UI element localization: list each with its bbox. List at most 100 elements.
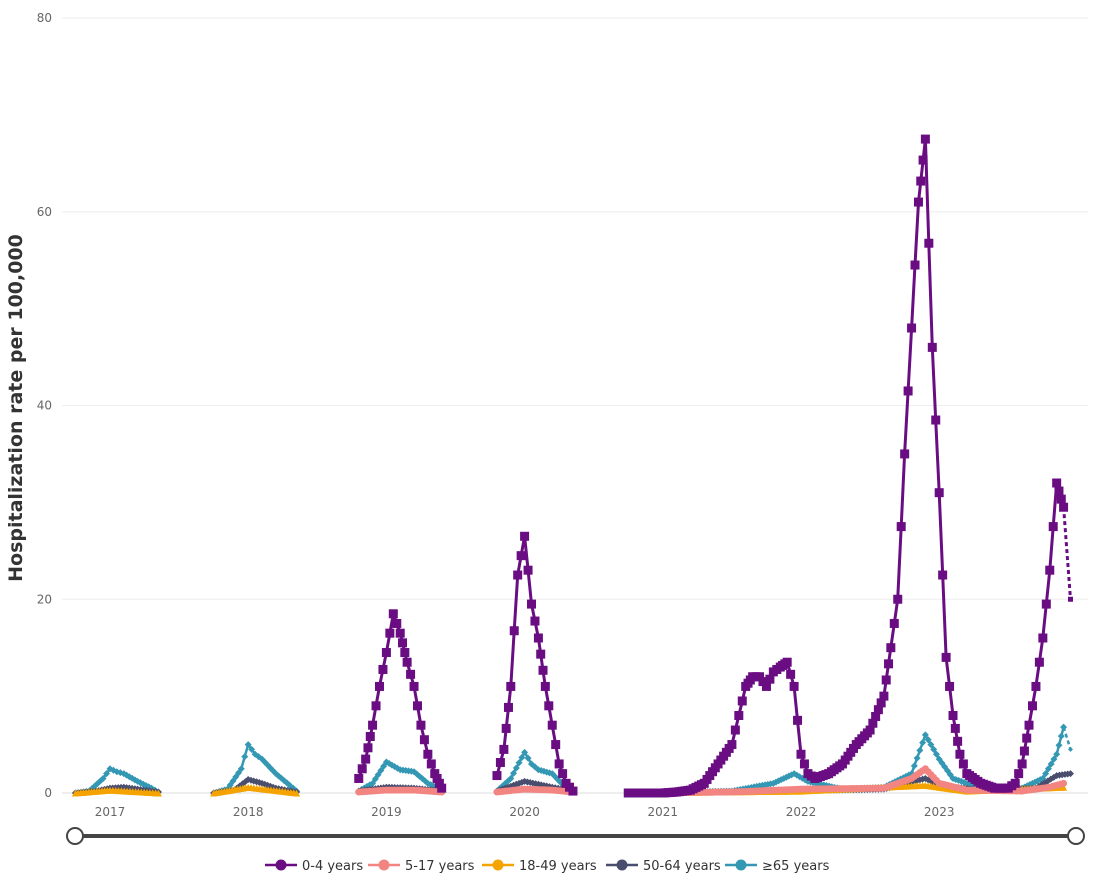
legend-item[interactable]: 18-49 years: [482, 859, 597, 874]
data-point: [434, 778, 444, 788]
data-point: [1041, 599, 1051, 609]
data-point: [568, 786, 578, 796]
data-point: [426, 759, 436, 769]
data-point: [924, 736, 932, 744]
data-point: [1027, 701, 1037, 711]
data-point: [241, 753, 249, 761]
data-point: [796, 749, 806, 759]
y-tick-label: 0: [44, 786, 52, 800]
x-tick-label: 2021: [648, 805, 679, 819]
data-point: [558, 769, 568, 779]
data-point: [99, 774, 107, 782]
series-line: [1062, 726, 1072, 750]
x-tick-label: 2019: [371, 805, 402, 819]
legend-swatch-dot: [492, 859, 504, 871]
data-point: [730, 725, 740, 735]
slider-handle-left[interactable]: [66, 827, 84, 845]
data-point: [919, 739, 927, 747]
legend-item[interactable]: ≥65 years: [725, 859, 830, 874]
data-point: [1034, 657, 1044, 667]
data-point: [412, 701, 422, 711]
data-point: [903, 386, 913, 396]
data-point: [530, 616, 540, 626]
data-point: [953, 736, 963, 746]
data-point: [544, 701, 554, 711]
data-point: [524, 754, 532, 762]
data-point: [761, 681, 771, 691]
data-point: [371, 775, 379, 783]
data-point: [1060, 783, 1068, 791]
data-point: [554, 759, 564, 769]
data-point: [1057, 732, 1065, 740]
data-point: [884, 659, 894, 669]
data-point: [538, 665, 548, 675]
data-point: [520, 531, 530, 541]
legend-item[interactable]: 0-4 years: [265, 859, 363, 874]
data-point: [1044, 765, 1052, 773]
legend-item[interactable]: 5-17 years: [368, 859, 475, 874]
data-point: [1019, 746, 1029, 756]
data-point: [361, 754, 371, 764]
y-tick-label: 80: [37, 11, 52, 25]
time-range-slider[interactable]: [66, 827, 1085, 845]
data-point: [758, 677, 768, 687]
data-point: [734, 711, 744, 720]
data-point: [1060, 779, 1068, 787]
data-point: [876, 698, 886, 708]
data-point: [1014, 769, 1024, 779]
data-point: [927, 342, 937, 352]
data-point: [1031, 681, 1041, 691]
data-point: [1054, 486, 1064, 496]
data-point: [931, 415, 941, 425]
data-point: [871, 711, 881, 721]
data-point: [924, 238, 934, 248]
data-point: [400, 648, 410, 658]
data-point: [513, 570, 523, 580]
data-point: [910, 260, 920, 270]
data-point: [1017, 759, 1027, 769]
data-point: [416, 720, 426, 730]
data-point: [1010, 778, 1020, 788]
legend-label: 0-4 years: [302, 859, 363, 874]
data-point: [1022, 733, 1032, 743]
legend-label: 5-17 years: [405, 859, 475, 874]
data-point: [927, 741, 935, 749]
data-point: [879, 691, 889, 701]
data-point: [886, 643, 896, 653]
data-point: [900, 449, 910, 459]
data-point: [248, 745, 256, 753]
series-0: [354, 134, 1073, 798]
data-point: [437, 783, 447, 793]
legend-swatch-dot: [616, 859, 628, 871]
data-point: [958, 759, 968, 769]
data-point: [510, 769, 518, 777]
data-point: [398, 638, 408, 648]
data-point: [512, 764, 520, 772]
data-point: [495, 757, 505, 767]
data-point: [950, 723, 960, 733]
data-point: [1047, 760, 1055, 768]
legend-swatch-dot: [735, 859, 747, 871]
data-point: [916, 176, 926, 186]
data-point: [913, 197, 923, 207]
data-point: [371, 701, 381, 711]
data-point: [423, 749, 433, 759]
data-point: [893, 594, 903, 604]
legend: 0-4 years 5-17 years 18-49 years 50-64 year…: [265, 859, 830, 874]
data-point: [354, 773, 364, 783]
x-tick-label: 2022: [786, 805, 817, 819]
slider-handle-right[interactable]: [1067, 827, 1085, 845]
data-point: [1042, 770, 1050, 778]
data-point: [793, 715, 803, 725]
series-line: [628, 137, 1066, 795]
data-point: [896, 522, 906, 532]
data-point: [737, 696, 747, 706]
legend-item[interactable]: 50-64 years: [606, 859, 721, 874]
data-point: [1055, 741, 1063, 749]
data-point: [547, 720, 557, 730]
x-tick-label: 2023: [924, 805, 955, 819]
data-point: [873, 705, 883, 715]
data-point: [518, 754, 526, 762]
data-point: [1056, 494, 1066, 504]
data-point: [395, 628, 405, 638]
